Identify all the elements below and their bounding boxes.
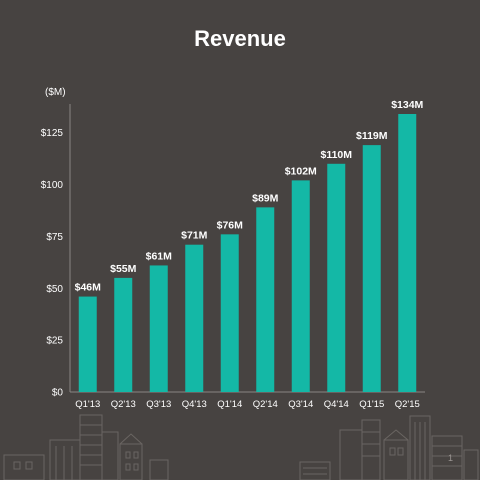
x-tick-label: Q1'15 <box>359 399 384 410</box>
data-label: $55M <box>110 263 137 275</box>
x-tick-label: Q2'14 <box>253 399 278 410</box>
page-number: 1 <box>448 453 454 463</box>
x-tick-label: Q4'14 <box>324 399 349 410</box>
data-label: $119M <box>356 130 388 142</box>
data-label: $46M <box>75 282 102 294</box>
x-tick-label: Q1'14 <box>217 399 242 410</box>
data-label: $71M <box>181 230 208 242</box>
y-tick-label: $25 <box>46 336 63 347</box>
bar <box>362 145 381 392</box>
data-label: $89M <box>252 192 279 204</box>
x-tick-label: Q1'13 <box>75 399 100 410</box>
x-tick-label: Q3'14 <box>288 399 313 410</box>
data-label: $61M <box>146 250 173 262</box>
bar <box>78 296 97 392</box>
y-tick-label: $125 <box>41 128 64 139</box>
chart-bars <box>78 114 417 392</box>
bar <box>220 234 239 392</box>
data-label: $102M <box>285 165 317 177</box>
bar <box>327 163 346 392</box>
bar <box>398 114 417 392</box>
y-axis-unit-label: ($M) <box>45 87 66 98</box>
y-tick-label: $75 <box>46 232 63 243</box>
x-tick-label: Q4'13 <box>182 399 207 410</box>
data-label: $110M <box>320 149 352 161</box>
y-tick-label: $0 <box>52 388 64 399</box>
chart-labels: $46M Q1'13 $55M Q2'13 $61M Q3'13 $71M Q4'13 $76M… <box>75 99 424 410</box>
bar <box>291 180 310 392</box>
y-tick-label: $50 <box>46 284 63 295</box>
chart-title: Revenue <box>194 26 286 51</box>
data-label: $76M <box>217 219 244 231</box>
x-tick-label: Q3'13 <box>146 399 171 410</box>
city-skyline-decoration <box>3 414 479 480</box>
x-tick-label: Q2'15 <box>395 399 420 410</box>
x-tick-label: Q2'13 <box>111 399 136 410</box>
bar <box>256 207 275 392</box>
bar <box>114 277 133 392</box>
y-tick-label: $100 <box>41 180 64 191</box>
bar <box>149 265 168 392</box>
data-label: $134M <box>391 99 423 111</box>
bar <box>185 244 204 392</box>
